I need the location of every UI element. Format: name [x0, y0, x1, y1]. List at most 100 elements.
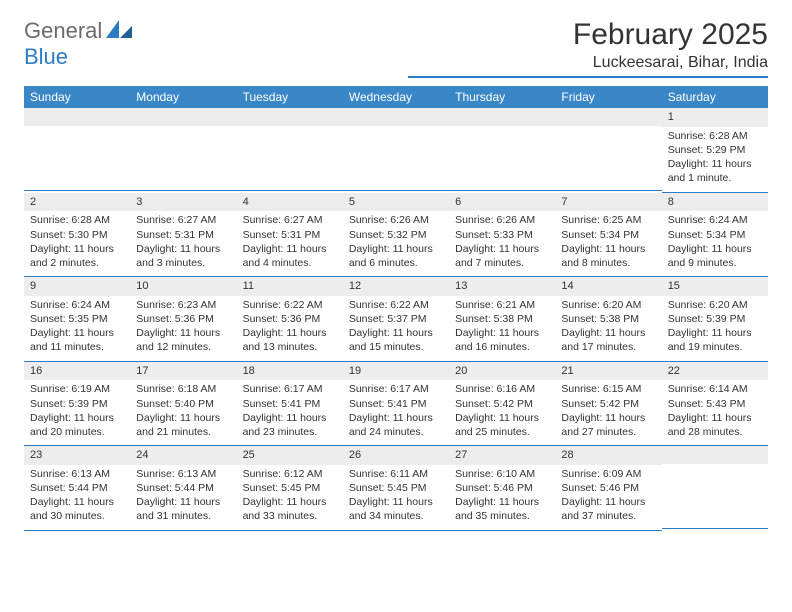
- day-info: Sunrise: 6:28 AMSunset: 5:29 PMDaylight:…: [662, 127, 768, 188]
- weekday-header: Saturday: [662, 86, 768, 108]
- page: General February 2025 Luckeesarai, Bihar…: [0, 0, 792, 549]
- day-number: 13: [449, 277, 555, 296]
- day-info: Sunrise: 6:24 AMSunset: 5:34 PMDaylight:…: [662, 211, 768, 272]
- day-info: Sunrise: 6:28 AMSunset: 5:30 PMDaylight:…: [24, 211, 130, 272]
- day-info: Sunrise: 6:13 AMSunset: 5:44 PMDaylight:…: [24, 465, 130, 526]
- day-number: 3: [130, 193, 236, 212]
- sunrise-line: Sunrise: 6:20 AM: [561, 298, 655, 312]
- day-number: 14: [555, 277, 661, 296]
- calendar-cell: [555, 108, 661, 193]
- day-info: Sunrise: 6:21 AMSunset: 5:38 PMDaylight:…: [449, 296, 555, 357]
- daylight-line: Daylight: 11 hours and 37 minutes.: [561, 495, 655, 523]
- sunset-line: Sunset: 5:31 PM: [243, 228, 337, 242]
- logo-sail-icon: [106, 20, 132, 43]
- weekday-header: Sunday: [24, 86, 130, 108]
- sunset-line: Sunset: 5:37 PM: [349, 312, 443, 326]
- daylight-line: Daylight: 11 hours and 28 minutes.: [668, 411, 762, 439]
- logo-sub: Blue: [24, 44, 68, 70]
- calendar-cell: 12Sunrise: 6:22 AMSunset: 5:37 PMDayligh…: [343, 277, 449, 362]
- daylight-line: Daylight: 11 hours and 11 minutes.: [30, 326, 124, 354]
- day-number: 18: [237, 362, 343, 381]
- sunrise-line: Sunrise: 6:22 AM: [243, 298, 337, 312]
- day-number: 6: [449, 193, 555, 212]
- day-info: Sunrise: 6:18 AMSunset: 5:40 PMDaylight:…: [130, 380, 236, 441]
- day-number: 1: [662, 108, 768, 127]
- day-info: Sunrise: 6:12 AMSunset: 5:45 PMDaylight:…: [237, 465, 343, 526]
- daylight-line: Daylight: 11 hours and 1 minute.: [668, 157, 762, 185]
- day-number: 11: [237, 277, 343, 296]
- sunset-line: Sunset: 5:36 PM: [243, 312, 337, 326]
- sunset-line: Sunset: 5:38 PM: [455, 312, 549, 326]
- day-number: 12: [343, 277, 449, 296]
- day-info: Sunrise: 6:17 AMSunset: 5:41 PMDaylight:…: [343, 380, 449, 441]
- sunset-line: Sunset: 5:32 PM: [349, 228, 443, 242]
- sunrise-line: Sunrise: 6:14 AM: [668, 382, 762, 396]
- day-number: 8: [662, 193, 768, 212]
- sunrise-line: Sunrise: 6:12 AM: [243, 467, 337, 481]
- calendar-cell: 2Sunrise: 6:28 AMSunset: 5:30 PMDaylight…: [24, 193, 130, 278]
- daylight-line: Daylight: 11 hours and 21 minutes.: [136, 411, 230, 439]
- day-number: [237, 108, 343, 126]
- sunset-line: Sunset: 5:36 PM: [136, 312, 230, 326]
- day-info: Sunrise: 6:27 AMSunset: 5:31 PMDaylight:…: [237, 211, 343, 272]
- daylight-line: Daylight: 11 hours and 6 minutes.: [349, 242, 443, 270]
- day-info: Sunrise: 6:11 AMSunset: 5:45 PMDaylight:…: [343, 465, 449, 526]
- calendar-cell: 9Sunrise: 6:24 AMSunset: 5:35 PMDaylight…: [24, 277, 130, 362]
- day-info: [662, 464, 768, 524]
- calendar-cell: [130, 108, 236, 193]
- header: General February 2025 Luckeesarai, Bihar…: [24, 18, 768, 78]
- sunrise-line: Sunrise: 6:17 AM: [243, 382, 337, 396]
- sunset-line: Sunset: 5:41 PM: [349, 397, 443, 411]
- calendar-cell: 16Sunrise: 6:19 AMSunset: 5:39 PMDayligh…: [24, 362, 130, 447]
- daylight-line: Daylight: 11 hours and 33 minutes.: [243, 495, 337, 523]
- day-number: 22: [662, 362, 768, 381]
- sunset-line: Sunset: 5:40 PM: [136, 397, 230, 411]
- sunrise-line: Sunrise: 6:13 AM: [136, 467, 230, 481]
- calendar-cell: 10Sunrise: 6:23 AMSunset: 5:36 PMDayligh…: [130, 277, 236, 362]
- day-info: Sunrise: 6:15 AMSunset: 5:42 PMDaylight:…: [555, 380, 661, 441]
- calendar-cell: [449, 108, 555, 193]
- sunset-line: Sunset: 5:30 PM: [30, 228, 124, 242]
- day-number: [130, 108, 236, 126]
- sunset-line: Sunset: 5:33 PM: [455, 228, 549, 242]
- sunset-line: Sunset: 5:29 PM: [668, 143, 762, 157]
- sunrise-line: Sunrise: 6:13 AM: [30, 467, 124, 481]
- sunrise-line: Sunrise: 6:17 AM: [349, 382, 443, 396]
- sunrise-line: Sunrise: 6:10 AM: [455, 467, 549, 481]
- day-number: 25: [237, 446, 343, 465]
- sunrise-line: Sunrise: 6:15 AM: [561, 382, 655, 396]
- daylight-line: Daylight: 11 hours and 31 minutes.: [136, 495, 230, 523]
- daylight-line: Daylight: 11 hours and 3 minutes.: [136, 242, 230, 270]
- sunset-line: Sunset: 5:35 PM: [30, 312, 124, 326]
- weekday-header: Friday: [555, 86, 661, 108]
- weekday-header: Wednesday: [343, 86, 449, 108]
- daylight-line: Daylight: 11 hours and 15 minutes.: [349, 326, 443, 354]
- logo-text-2: Blue: [24, 44, 68, 69]
- day-number: 17: [130, 362, 236, 381]
- calendar-cell: 11 Sunrise: 6:22 AMSunset: 5:36 PMDayligh…: [237, 277, 343, 362]
- sunrise-line: Sunrise: 6:27 AM: [136, 213, 230, 227]
- day-info: Sunrise: 6:23 AMSunset: 5:36 PMDaylight:…: [130, 296, 236, 357]
- day-number: 2: [24, 193, 130, 212]
- day-number: 5: [343, 193, 449, 212]
- calendar-cell: 7Sunrise: 6:25 AMSunset: 5:34 PMDaylight…: [555, 193, 661, 278]
- weekday-header: Thursday: [449, 86, 555, 108]
- day-number: 10: [130, 277, 236, 296]
- calendar-table: SundayMondayTuesdayWednesdayThursdayFrid…: [24, 86, 768, 531]
- daylight-line: Daylight: 11 hours and 13 minutes.: [243, 326, 337, 354]
- calendar-row: 9Sunrise: 6:24 AMSunset: 5:35 PMDaylight…: [24, 277, 768, 362]
- day-info: Sunrise: 6:14 AMSunset: 5:43 PMDaylight:…: [662, 380, 768, 441]
- day-number: 7: [555, 193, 661, 212]
- day-info: Sunrise: 6:22 AMSunset: 5:37 PMDaylight:…: [343, 296, 449, 357]
- sunset-line: Sunset: 5:45 PM: [243, 481, 337, 495]
- day-number: 16: [24, 362, 130, 381]
- sunset-line: Sunset: 5:44 PM: [136, 481, 230, 495]
- day-info: Sunrise: 6:25 AMSunset: 5:34 PMDaylight:…: [555, 211, 661, 272]
- day-number: 15: [662, 277, 768, 296]
- sunset-line: Sunset: 5:34 PM: [668, 228, 762, 242]
- day-info: Sunrise: 6:09 AMSunset: 5:46 PMDaylight:…: [555, 465, 661, 526]
- day-info: Sunrise: 6:17 AMSunset: 5:41 PMDaylight:…: [237, 380, 343, 441]
- calendar-cell: 8Sunrise: 6:24 AMSunset: 5:34 PMDaylight…: [662, 193, 768, 278]
- sunrise-line: Sunrise: 6:16 AM: [455, 382, 549, 396]
- day-info: [237, 126, 343, 186]
